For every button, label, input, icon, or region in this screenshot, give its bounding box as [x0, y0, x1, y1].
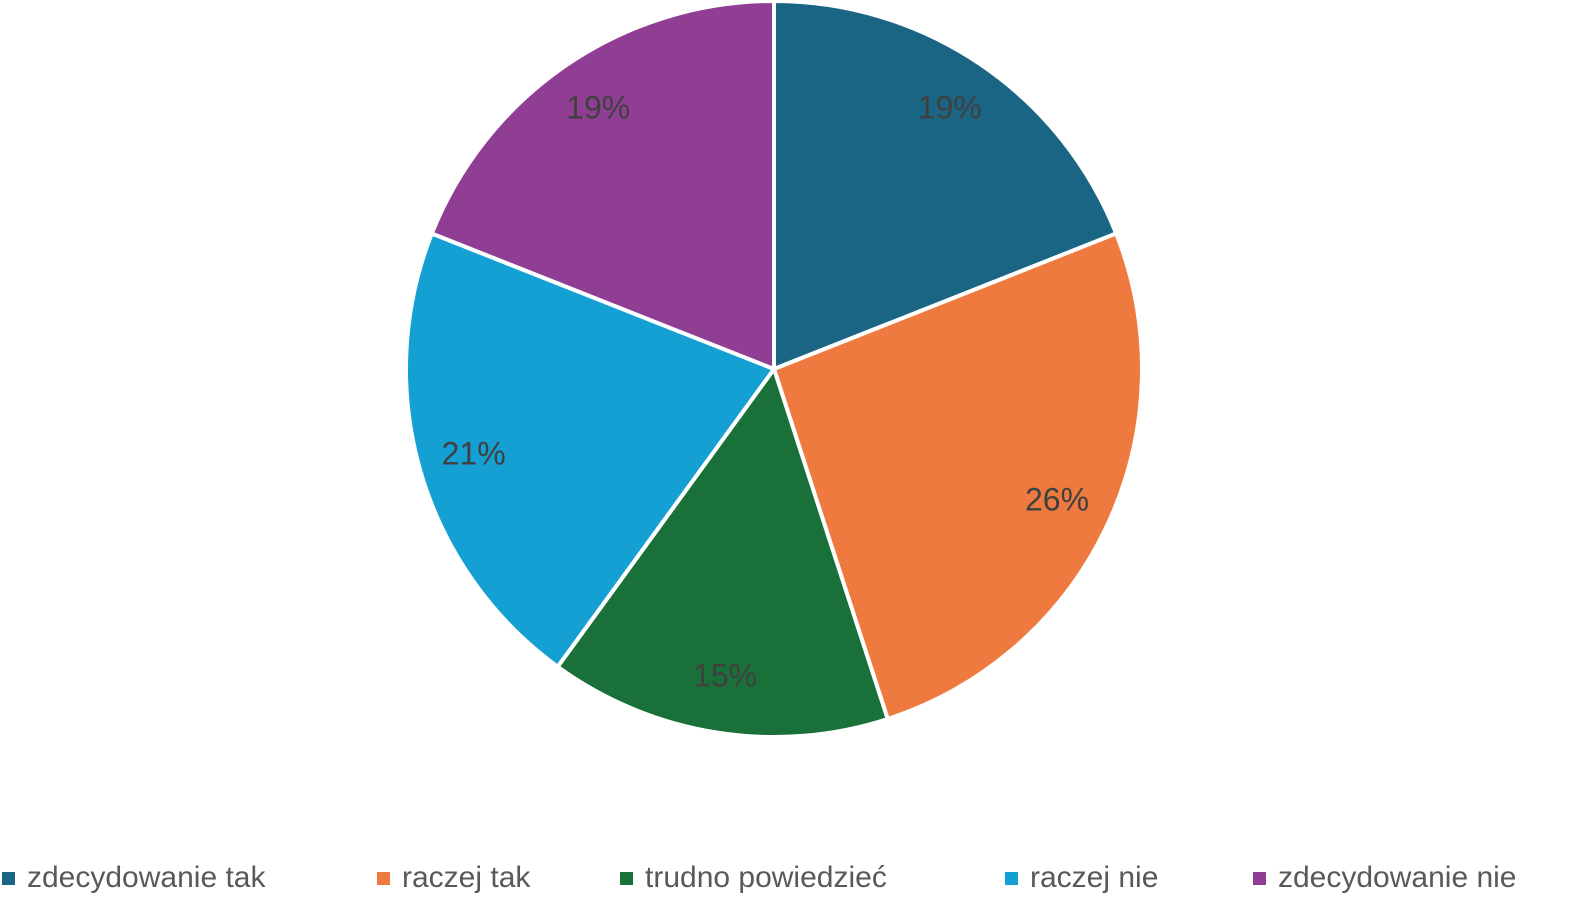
data-label: 26% [1025, 482, 1089, 518]
data-label: 21% [442, 436, 506, 472]
legend-label: raczej tak [402, 861, 531, 894]
legend-label: trudno powiedzieć [645, 861, 887, 894]
legend-swatch [1253, 872, 1266, 885]
data-label: 19% [918, 90, 982, 126]
pie-slice [429, 0, 776, 372]
legend-label: zdecydowanie nie [1278, 861, 1517, 894]
pie-slice [554, 364, 891, 739]
data-label: 19% [566, 90, 630, 126]
legend-swatch [620, 872, 633, 885]
pie-slice [771, 230, 1144, 722]
legend-swatch [377, 872, 390, 885]
legend-swatch [2, 872, 15, 885]
data-label: 15% [693, 657, 757, 693]
legend-label: zdecydowanie tak [27, 861, 266, 894]
pie-slice [404, 230, 778, 670]
legend-label: raczej nie [1030, 861, 1158, 894]
legend-swatch [1005, 872, 1018, 885]
pie-slice [772, 0, 1119, 372]
